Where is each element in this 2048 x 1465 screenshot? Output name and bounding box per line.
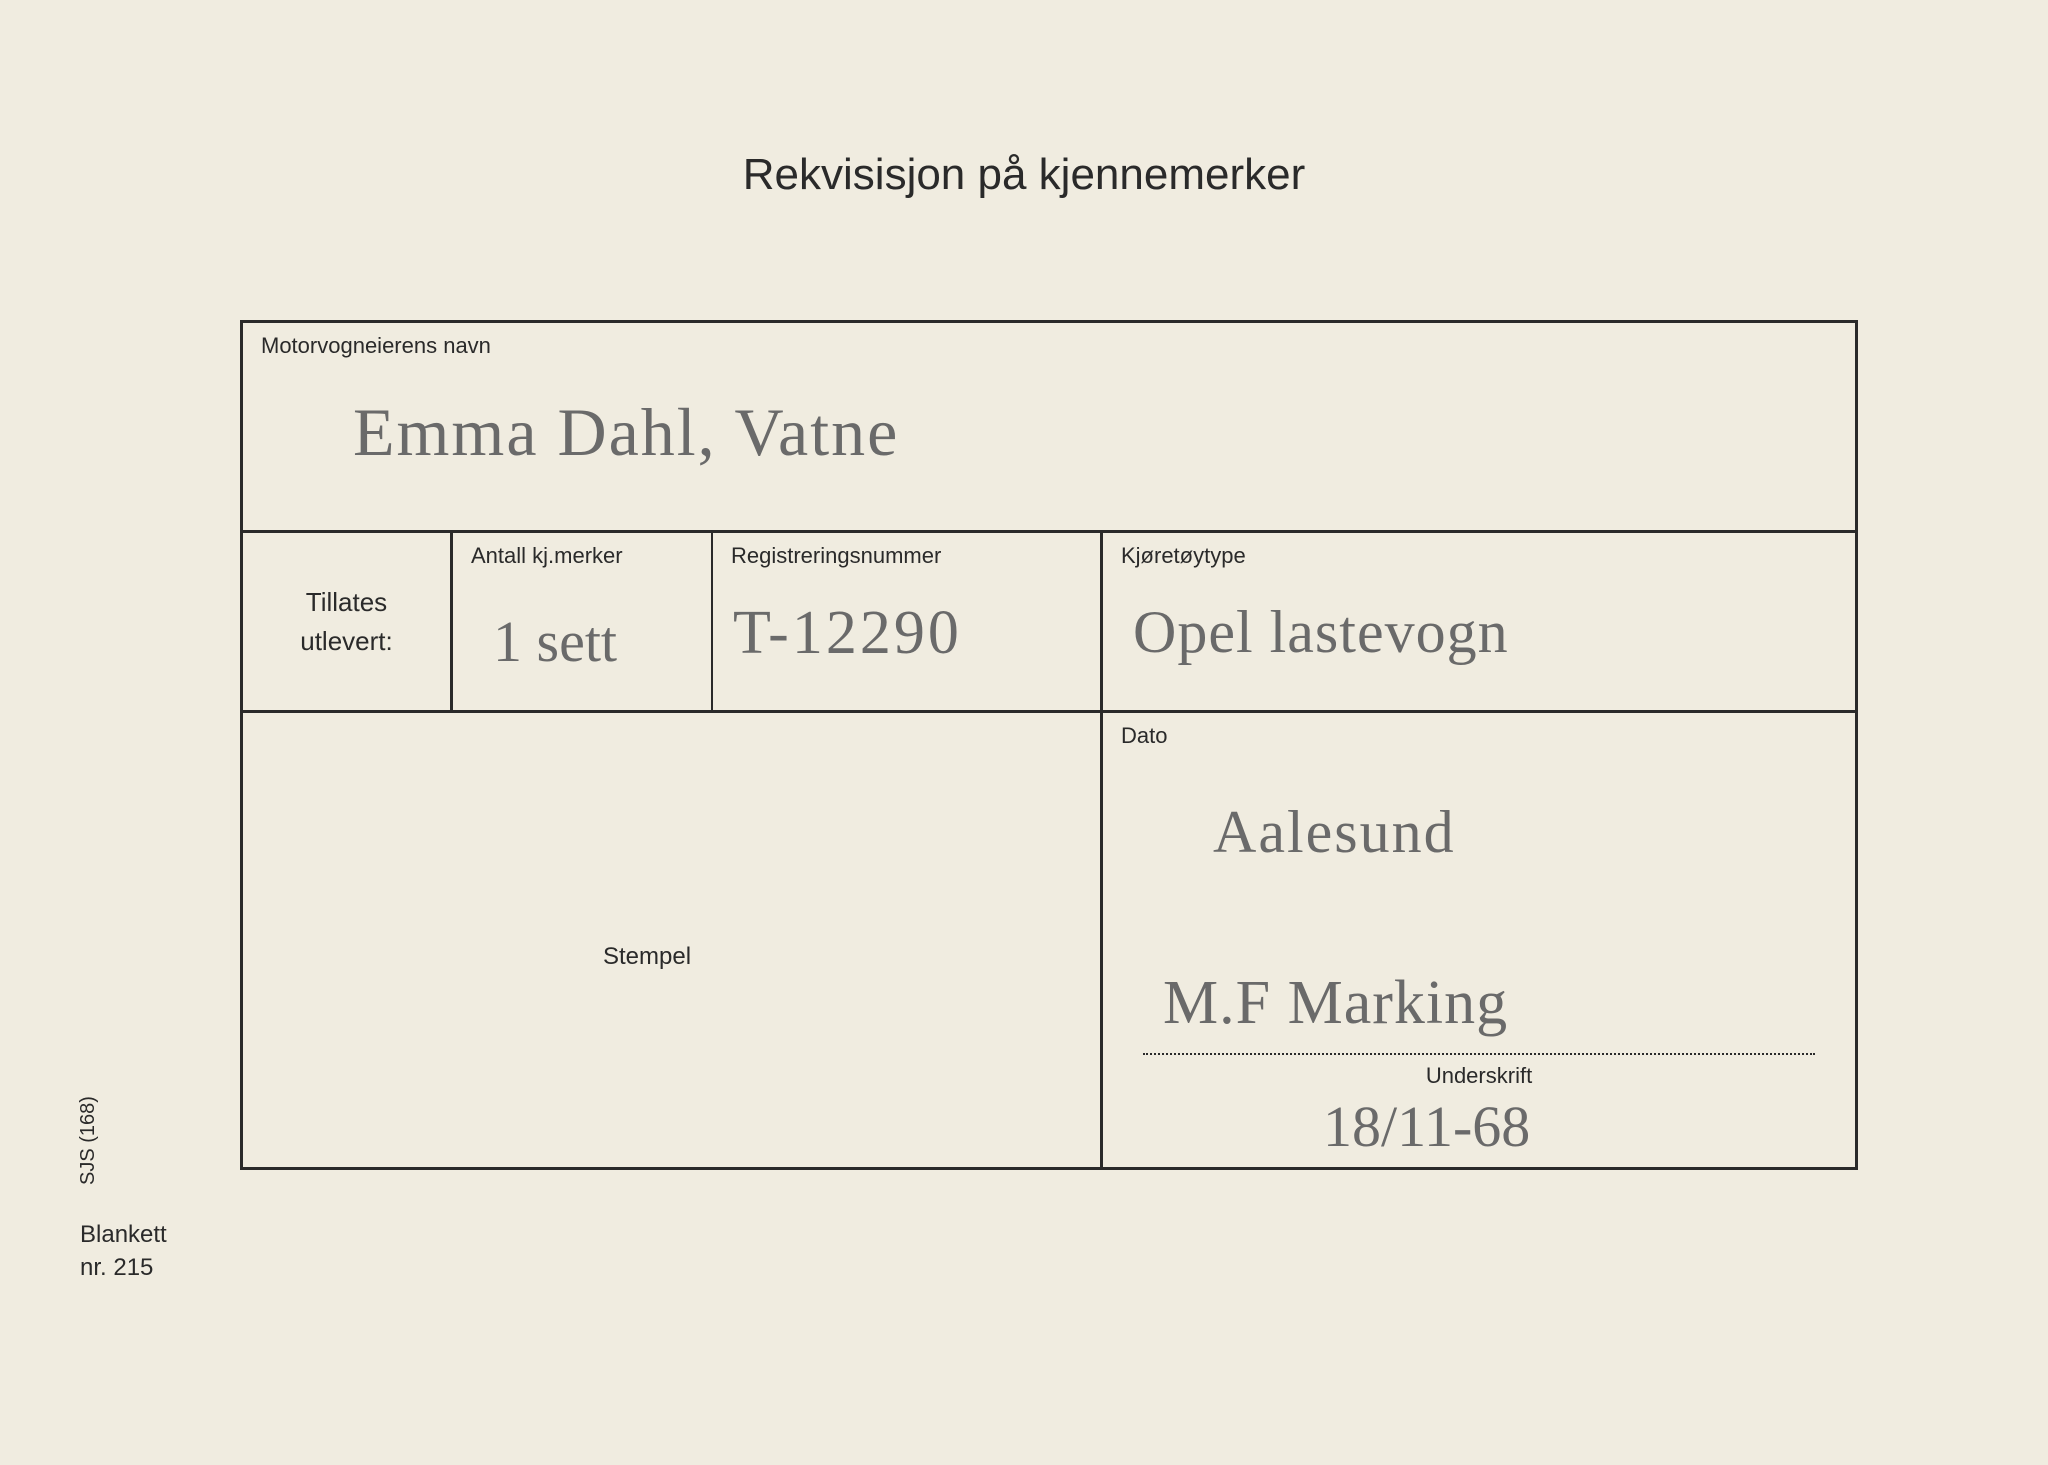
page-title: Rekvisisjon på kjennemerker xyxy=(60,150,1988,200)
tillates-line1: Tillates xyxy=(306,583,387,622)
dato-label: Dato xyxy=(1121,723,1167,749)
type-value: Opel lastevogn xyxy=(1133,598,1509,667)
document-page: Rekvisisjon på kjennemerker Motorvogneie… xyxy=(0,0,2048,1465)
type-label: Kjøretøytype xyxy=(1121,543,1246,569)
signature-line xyxy=(1143,1053,1815,1055)
form-container: Motorvogneierens navn Emma Dahl, Vatne T… xyxy=(240,320,1858,1170)
regnr-label: Registreringsnummer xyxy=(731,543,941,569)
dato-value: Aalesund xyxy=(1213,798,1456,867)
side-code: SJS (168) xyxy=(77,1096,100,1185)
signature-section: M.F Marking Underskrift 18/11-68 xyxy=(1103,933,1855,1173)
signature-value: M.F Marking xyxy=(1163,968,1508,1039)
right-cell: Dato Aalesund M.F Marking Underskrift 18… xyxy=(1103,713,1855,1167)
blankett-line1: Blankett xyxy=(80,1218,167,1252)
antall-value: 1 sett xyxy=(493,608,617,675)
tillates-line2: utlevert: xyxy=(300,622,393,661)
details-row: Tillates utlevert: Antall kj.merker 1 se… xyxy=(240,530,1858,710)
blankett-line2: nr. 215 xyxy=(80,1251,167,1285)
owner-label: Motorvogneierens navn xyxy=(261,333,491,359)
bottom-row: Stempel Dato Aalesund M.F Marking Unders… xyxy=(240,710,1858,1170)
dato-section: Dato Aalesund xyxy=(1103,713,1855,933)
stempel-label: Stempel xyxy=(603,943,691,971)
underskrift-label: Underskrift xyxy=(1426,1063,1532,1089)
signature-date: 18/11-68 xyxy=(1323,1093,1530,1160)
blankett-number: Blankett nr. 215 xyxy=(80,1218,167,1285)
owner-value: Emma Dahl, Vatne xyxy=(353,393,899,472)
owner-row: Motorvogneierens navn Emma Dahl, Vatne xyxy=(240,320,1858,530)
regnr-cell: Registreringsnummer T-12290 xyxy=(713,533,1103,710)
stempel-cell: Stempel xyxy=(243,713,1103,1167)
antall-label: Antall kj.merker xyxy=(471,543,623,569)
antall-cell: Antall kj.merker 1 sett xyxy=(453,533,713,710)
type-cell: Kjøretøytype Opel lastevogn xyxy=(1103,533,1855,710)
tillates-cell: Tillates utlevert: xyxy=(243,533,453,710)
regnr-value: T-12290 xyxy=(733,598,962,669)
